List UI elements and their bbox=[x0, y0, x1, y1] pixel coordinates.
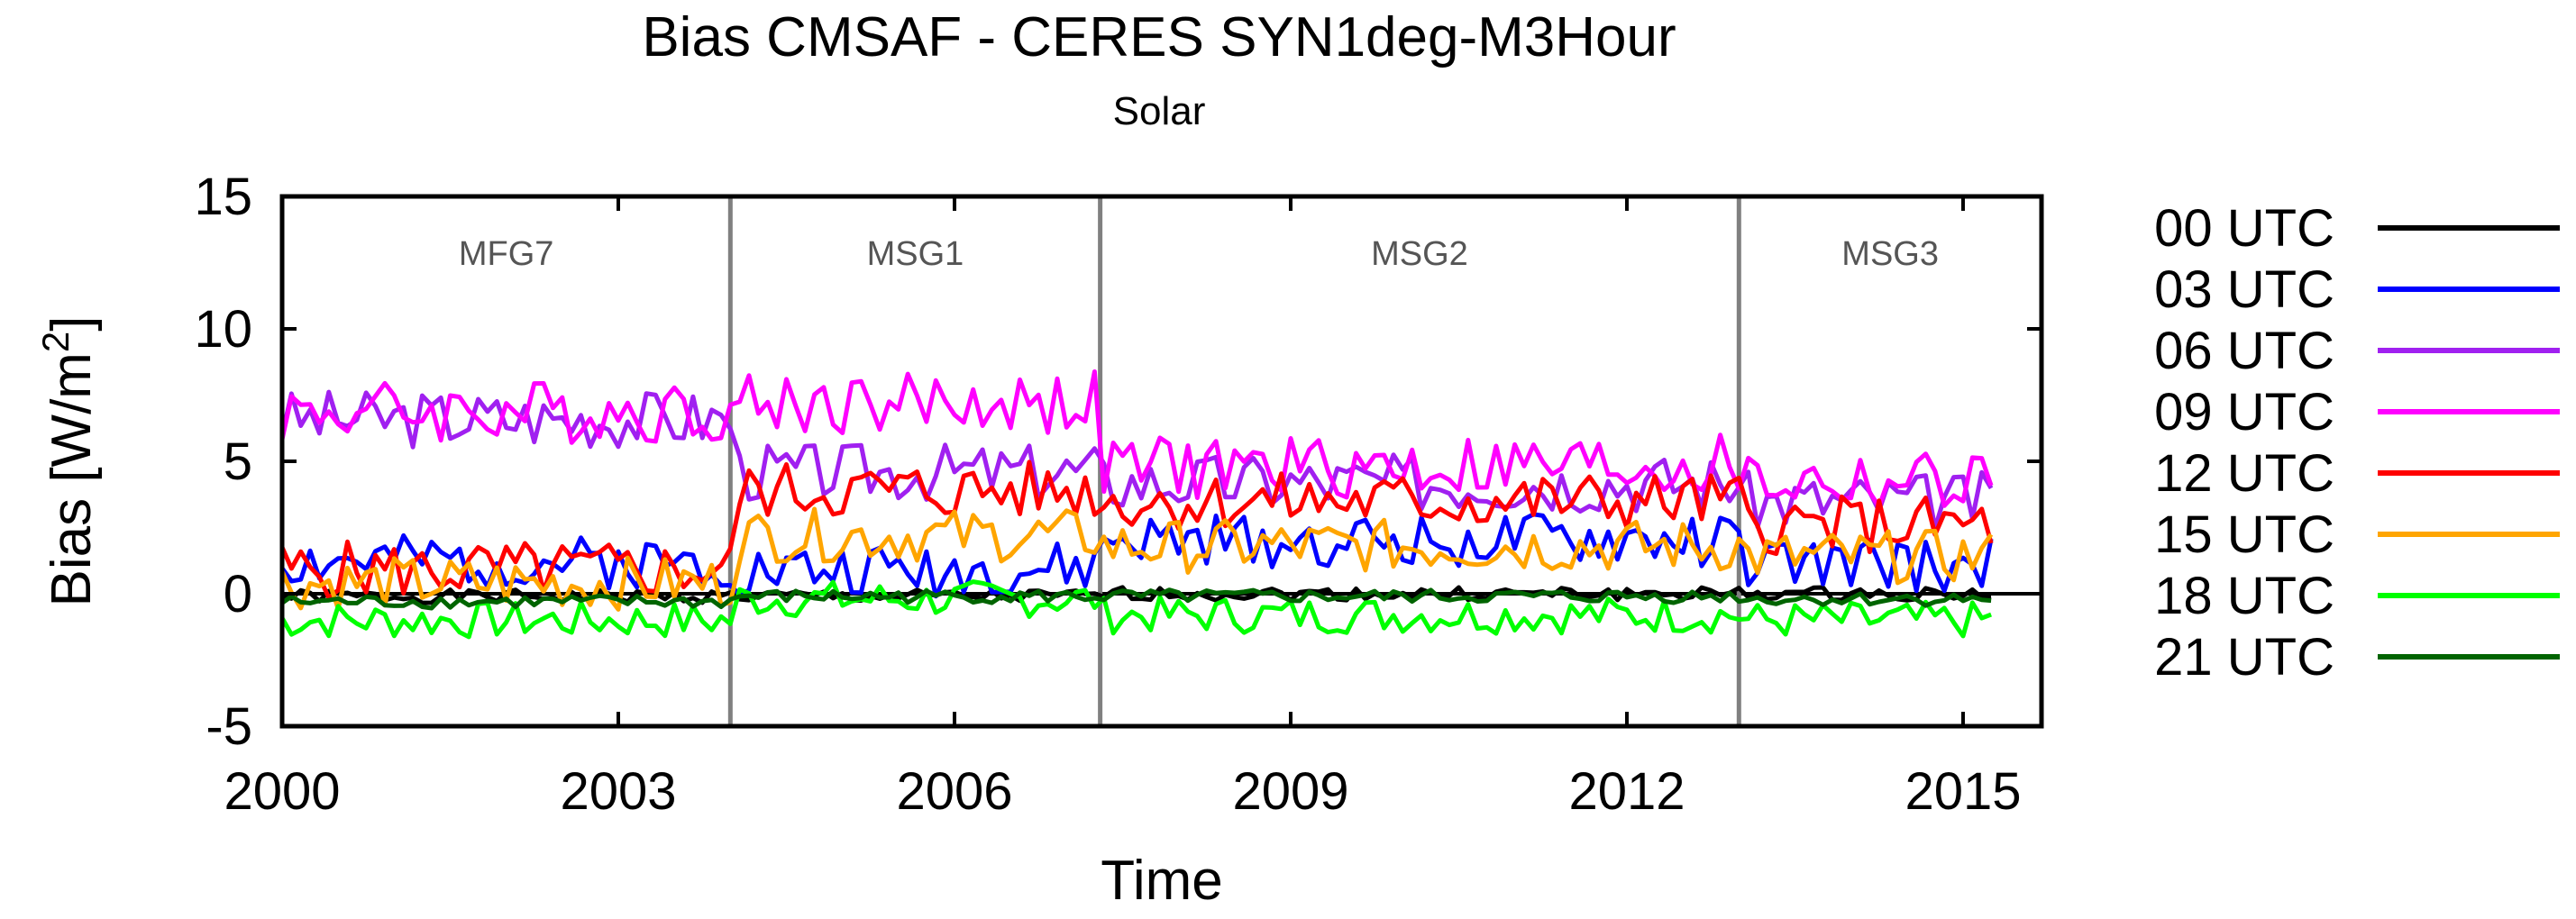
x-tick-label: 2012 bbox=[1568, 762, 1685, 821]
plot-frame bbox=[279, 194, 2044, 729]
y-tick-label: 15 bbox=[194, 168, 252, 226]
x-tick-label: 2003 bbox=[560, 762, 676, 821]
legend-label: 18 UTC bbox=[2154, 567, 2334, 625]
period-label: MFG7 bbox=[459, 235, 554, 273]
legend-label: 06 UTC bbox=[2154, 322, 2334, 380]
series-line-15-utc bbox=[279, 506, 1994, 612]
y-tick-label: 0 bbox=[224, 565, 252, 623]
legend-label: 15 UTC bbox=[2154, 505, 2334, 564]
legend-label: 03 UTC bbox=[2154, 260, 2334, 319]
legend-label: 21 UTC bbox=[2154, 628, 2334, 687]
x-tick-label: 2009 bbox=[1232, 762, 1348, 821]
series-line-09-utc bbox=[279, 369, 1994, 509]
series-line-18-utc bbox=[279, 579, 1992, 640]
y-tick-label: -5 bbox=[206, 697, 252, 756]
legend-label: 12 UTC bbox=[2154, 444, 2334, 503]
chart-subtitle: Solar bbox=[1113, 89, 1206, 133]
y-axis-label: Bias [W/m2] bbox=[34, 315, 103, 606]
series-line-12-utc bbox=[279, 460, 1994, 601]
x-tick-label: 2000 bbox=[224, 762, 340, 821]
x-tick-label: 2006 bbox=[896, 762, 1012, 821]
chart-title: Bias CMSAF - CERES SYN1deg-M3Hour bbox=[642, 6, 1676, 68]
period-label: MSG3 bbox=[1841, 235, 1939, 273]
x-axis-label: Time bbox=[1101, 850, 1222, 912]
period-label: MSG2 bbox=[1371, 235, 1468, 273]
legend-label: 00 UTC bbox=[2154, 199, 2334, 258]
x-tick-label: 2015 bbox=[1905, 762, 2021, 821]
series-line-21-utc bbox=[280, 587, 1992, 611]
period-label: MSG1 bbox=[867, 235, 964, 273]
y-tick-label: 5 bbox=[224, 432, 252, 491]
y-tick-label: 10 bbox=[194, 300, 252, 359]
legend-label: 09 UTC bbox=[2154, 383, 2334, 441]
